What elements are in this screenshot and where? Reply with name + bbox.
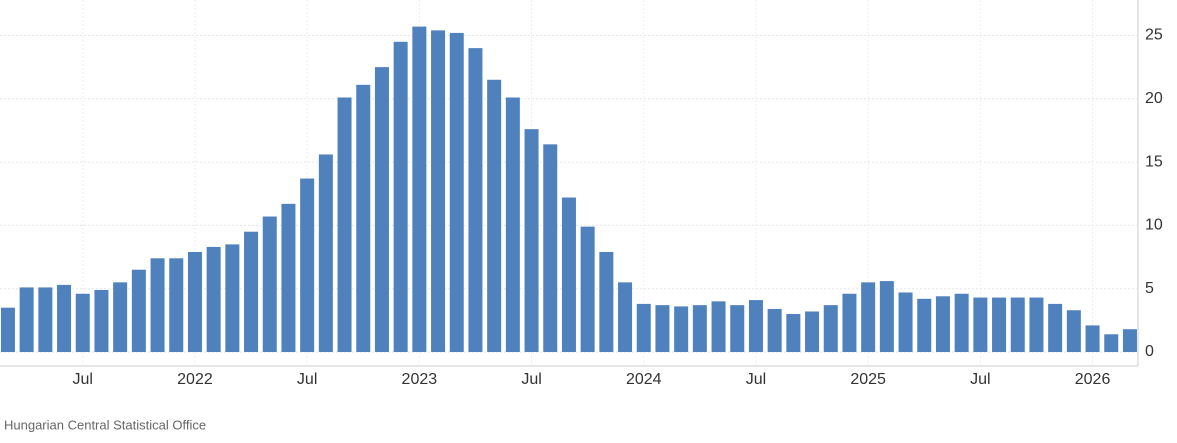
bar bbox=[973, 297, 988, 352]
bar bbox=[431, 30, 446, 352]
bar bbox=[75, 293, 90, 352]
bar bbox=[1048, 303, 1063, 352]
y-tick-label: 0 bbox=[1145, 343, 1154, 360]
bar bbox=[917, 298, 932, 352]
bar bbox=[337, 97, 352, 353]
x-tick-label: Jul bbox=[73, 371, 93, 388]
bar bbox=[150, 258, 165, 352]
bar bbox=[543, 144, 558, 352]
bar bbox=[19, 287, 34, 352]
bar bbox=[767, 308, 782, 352]
bar bbox=[487, 79, 502, 353]
bar bbox=[580, 226, 595, 352]
bar bbox=[262, 216, 277, 352]
x-tick-label: Jul bbox=[521, 371, 541, 388]
x-tick-label: 2022 bbox=[177, 371, 213, 388]
bar bbox=[935, 296, 950, 352]
bar bbox=[730, 305, 745, 352]
bar bbox=[1085, 325, 1100, 352]
bar bbox=[992, 297, 1007, 352]
x-tick-label: Jul bbox=[746, 371, 766, 388]
bar bbox=[281, 203, 296, 352]
bar bbox=[57, 284, 72, 352]
bar bbox=[468, 48, 483, 352]
bar bbox=[692, 305, 707, 352]
bar bbox=[0, 307, 15, 352]
bar bbox=[505, 97, 520, 353]
bar bbox=[599, 251, 614, 352]
bar bbox=[244, 231, 259, 352]
bar bbox=[1122, 329, 1137, 352]
bar bbox=[879, 281, 894, 352]
bar bbox=[206, 246, 221, 352]
x-tick-label: 2025 bbox=[850, 371, 886, 388]
bar bbox=[393, 41, 408, 352]
source: Hungarian Central Statistical Office bbox=[4, 417, 206, 432]
bar bbox=[356, 84, 371, 352]
x-tick-label: 2024 bbox=[626, 371, 662, 388]
bar bbox=[374, 67, 389, 352]
y-tick-label: 5 bbox=[1145, 280, 1154, 297]
bar bbox=[561, 197, 576, 352]
y-tick-label: 20 bbox=[1145, 90, 1163, 107]
y-tick-label: 15 bbox=[1145, 153, 1163, 170]
y-tick-label: 25 bbox=[1145, 27, 1163, 44]
bar bbox=[318, 154, 333, 352]
bar bbox=[674, 306, 689, 352]
bar bbox=[449, 32, 464, 352]
bar bbox=[636, 303, 651, 352]
bar bbox=[1104, 334, 1119, 352]
bar bbox=[655, 305, 670, 352]
x-tick-label: Jul bbox=[297, 371, 317, 388]
x-tick-label: Jul bbox=[970, 371, 990, 388]
bar bbox=[412, 26, 427, 352]
bar bbox=[113, 282, 128, 352]
bar bbox=[842, 293, 857, 352]
bar bbox=[524, 129, 539, 352]
bar bbox=[187, 251, 202, 352]
bar bbox=[169, 258, 184, 352]
x-tick-label: 2023 bbox=[402, 371, 438, 388]
bar bbox=[861, 282, 876, 352]
bar bbox=[300, 178, 315, 352]
bar bbox=[711, 301, 726, 352]
bar bbox=[1029, 297, 1044, 352]
bar bbox=[898, 292, 913, 352]
bar bbox=[225, 244, 240, 352]
bar bbox=[805, 311, 820, 352]
bar bbox=[618, 282, 633, 352]
bar bbox=[786, 314, 801, 352]
bar bbox=[1010, 297, 1025, 352]
bar bbox=[1066, 310, 1081, 352]
bar bbox=[954, 293, 969, 352]
x-tick-label: 2026 bbox=[1075, 371, 1111, 388]
bar bbox=[823, 305, 838, 352]
bar bbox=[131, 269, 146, 352]
bar bbox=[38, 287, 53, 352]
y-tick-label: 10 bbox=[1145, 217, 1163, 234]
bar bbox=[748, 300, 763, 352]
bar bbox=[94, 289, 109, 352]
